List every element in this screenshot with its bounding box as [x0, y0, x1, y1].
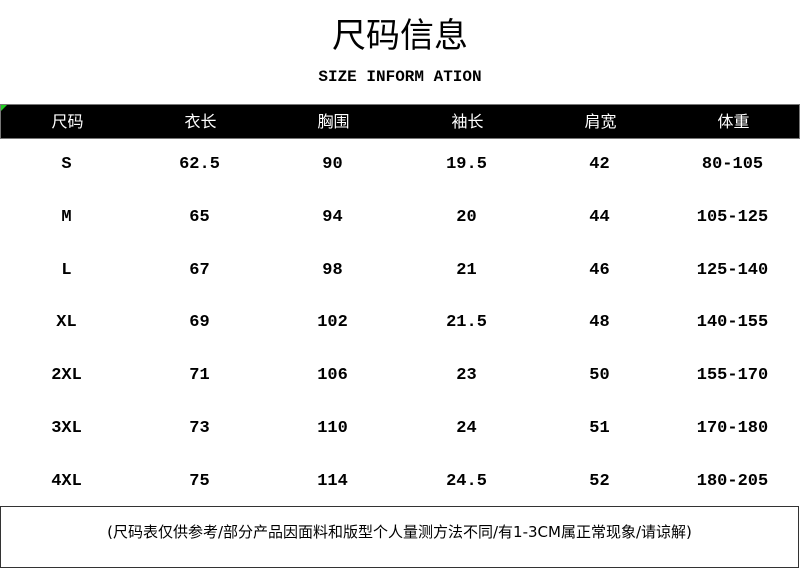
cell-sleeve: 19.5: [446, 155, 487, 174]
cell-shoulder: 51: [589, 419, 610, 438]
header-chest: 胸围: [317, 112, 350, 131]
cell-chest: 98: [322, 260, 343, 280]
cell-size: 4XL: [51, 471, 82, 491]
cell-size: XL: [56, 313, 77, 333]
table-row: 3XL 73 110 24 51 170-180: [0, 417, 800, 441]
cell-chest: 110: [317, 419, 348, 438]
cell-length: 71: [189, 366, 210, 386]
cell-length: 75: [189, 471, 210, 491]
table-row: XL 69 102 21.5 48 140-155: [0, 311, 800, 335]
size-note: (尺码表仅供参考/部分产品因面料和版型个人量测方法不同/有1-3CM属正常现象/…: [107, 523, 692, 541]
cell-chest: 90: [322, 155, 343, 174]
header-sleeve: 袖长: [451, 112, 484, 131]
cell-length: 67: [189, 260, 210, 280]
table-row: 4XL 75 114 24.5 52 180-205: [0, 470, 800, 494]
cell-sleeve: 20: [456, 207, 477, 227]
cell-chest: 106: [317, 366, 348, 386]
page-title: 尺码信息: [332, 16, 468, 56]
cell-size: 2XL: [51, 366, 82, 386]
cell-shoulder: 42: [589, 155, 610, 174]
cell-sleeve: 21: [456, 260, 477, 280]
cell-weight: 140-155: [696, 313, 769, 333]
table-row: S 62.5 90 19.5 42 80-105: [0, 153, 800, 177]
cell-length: 69: [189, 313, 210, 333]
cell-sleeve: 24: [456, 419, 477, 438]
cell-weight: 80-105: [701, 155, 764, 174]
cell-length: 73: [189, 419, 210, 438]
header-size: 尺码: [51, 112, 84, 131]
cell-shoulder: 44: [589, 207, 610, 227]
cell-length: 65: [189, 207, 210, 227]
cell-sleeve: 23: [456, 366, 477, 386]
corner-accent: [1, 105, 7, 111]
cell-size: 3XL: [51, 419, 82, 438]
cell-weight: 155-170: [696, 366, 769, 386]
cell-size: M: [61, 207, 72, 227]
header-weight: 体重: [717, 112, 750, 131]
cell-weight: 170-180: [696, 419, 769, 438]
cell-chest: 102: [317, 313, 348, 333]
table-row: M 65 94 20 44 105-125: [0, 206, 800, 230]
cell-sleeve: 24.5: [446, 471, 487, 491]
cell-chest: 114: [317, 471, 348, 491]
cell-chest: 94: [322, 207, 343, 227]
table-row: 2XL 71 106 23 50 155-170: [0, 364, 800, 388]
cell-weight: 180-205: [696, 471, 769, 491]
cell-weight: 105-125: [696, 207, 769, 227]
page-subtitle: SIZE INFORM ATION: [318, 68, 482, 86]
table-row: L 67 98 21 46 125-140: [0, 259, 800, 283]
cell-shoulder: 48: [589, 313, 610, 333]
cell-shoulder: 52: [589, 471, 610, 491]
cell-size: L: [61, 260, 72, 280]
header-shoulder: 肩宽: [584, 112, 617, 131]
header-length: 衣长: [184, 112, 217, 131]
cell-weight: 125-140: [696, 260, 769, 280]
cell-shoulder: 50: [589, 366, 610, 386]
cell-size: S: [61, 155, 72, 174]
table-header: 尺码 衣长 胸围 袖长 肩宽 体重: [0, 104, 800, 139]
cell-length: 62.5: [179, 155, 220, 174]
cell-shoulder: 46: [589, 260, 610, 280]
cell-sleeve: 21.5: [446, 313, 487, 333]
